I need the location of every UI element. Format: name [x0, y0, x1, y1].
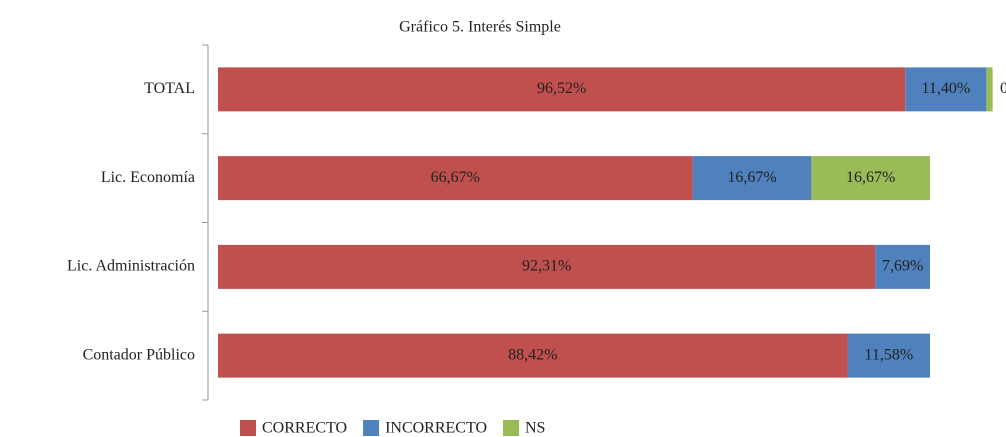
legend-swatch	[503, 420, 519, 436]
data-label: 16,67%	[727, 169, 776, 186]
y-tick-label: Lic. Economía	[101, 169, 195, 186]
data-label: 96,52%	[537, 80, 586, 97]
data-label: 88,42%	[508, 346, 557, 363]
data-label: 0,88%	[1000, 80, 1006, 97]
bar-segment	[218, 333, 848, 378]
data-label: 11,40%	[921, 80, 970, 97]
bar-segment	[986, 67, 993, 112]
bar-segment	[692, 156, 812, 201]
data-label: 16,67%	[846, 169, 895, 186]
bar-segment	[811, 156, 931, 201]
legend-swatch	[240, 420, 256, 436]
y-tick-label: TOTAL	[144, 80, 195, 97]
chart-title: Gráfico 5. Interés Simple	[399, 19, 561, 36]
data-label: 92,31%	[522, 258, 571, 275]
bar-segment	[875, 244, 930, 289]
legend-label: CORRECTO	[262, 420, 347, 437]
legend-label: NS	[525, 420, 545, 437]
bar-segment	[218, 244, 876, 289]
bar-segment	[905, 67, 987, 112]
y-tick-label: Contador Público	[83, 346, 195, 363]
data-label: 11,58%	[864, 346, 913, 363]
bar-segment	[218, 67, 906, 112]
legend-swatch	[363, 420, 380, 436]
y-tick-label: Lic. Administración	[67, 258, 195, 275]
legend-label: INCORRECTO	[385, 420, 487, 437]
bar-segment	[847, 333, 930, 378]
data-label: 66,67%	[431, 169, 480, 186]
data-label: 7,69%	[882, 258, 923, 275]
bar-segment	[218, 156, 693, 201]
